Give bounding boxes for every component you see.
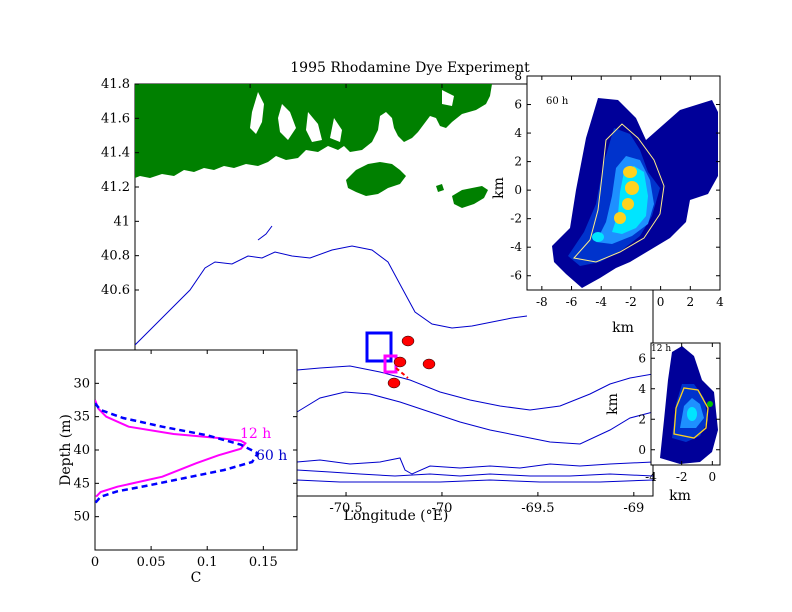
plume-12h-core xyxy=(687,407,697,421)
x-tick-label: -4 xyxy=(595,295,607,309)
depth-ylabel: Depth (m) xyxy=(58,414,74,486)
y-tick-label: 0 xyxy=(514,183,522,197)
y-tick-label: 0 xyxy=(638,443,646,457)
x-tick-label: 0.1 xyxy=(197,555,218,570)
inset-60h-y-ticks: 8 6 4 2 0 -2 -4 -6 xyxy=(510,69,720,283)
x-tick-label: -70.5 xyxy=(329,501,362,516)
series-60h-label: 60 h xyxy=(256,448,287,464)
y-tick-label: 40.6 xyxy=(101,283,130,298)
x-tick-label: 0.15 xyxy=(249,555,278,570)
x-tick-label: -4 xyxy=(645,470,657,484)
plume-60h-core-2 xyxy=(625,181,639,195)
y-tick-label: 41.4 xyxy=(101,146,130,161)
plume-60h-patch xyxy=(592,232,604,242)
plume-12h-contour xyxy=(673,387,709,439)
bay-3 xyxy=(306,112,322,142)
depth-x-ticks: 0 0.05 0.1 0.15 xyxy=(91,350,278,570)
x-tick-label: -70 xyxy=(431,501,452,516)
bay-1 xyxy=(250,92,264,134)
inset-60h: 60 h -8 -6 -4 -2 0 2 4 8 6 4 2 0 -2 -4 -6 km km xyxy=(491,69,724,336)
bay-4 xyxy=(330,118,342,142)
x-tick-label: -69 xyxy=(623,501,644,516)
series-12h-line xyxy=(95,399,247,498)
y-tick-label: 6 xyxy=(638,351,646,365)
plume-60h-core-4 xyxy=(614,212,626,224)
bay-5 xyxy=(442,90,454,106)
y-tick-label: 2 xyxy=(514,155,522,169)
y-tick-label: 4 xyxy=(514,126,522,140)
depth-y-ticks: 30 35 40 45 50 xyxy=(73,376,297,525)
inset-12h-label: 12 h xyxy=(651,344,671,354)
drift-track xyxy=(395,367,409,379)
x-tick-label: 0 xyxy=(709,470,717,484)
main-y-ticks: 41.8 41.6 41.4 41.2 41 40.8 40.6 xyxy=(101,77,653,298)
y-tick-label: 41.8 xyxy=(101,77,130,92)
x-tick-label: 0 xyxy=(91,555,99,570)
figure-title: 1995 Rhodamine Dye Experiment xyxy=(290,60,530,76)
inset-12h: 12 h -4 -2 0 6 4 2 0 km km xyxy=(605,342,721,504)
x-tick-label: -2 xyxy=(625,295,637,309)
inset-12h-ylabel: km xyxy=(605,393,621,415)
y-tick-label: -4 xyxy=(510,240,522,254)
isobath-mid xyxy=(296,391,653,445)
y-tick-label: 40 xyxy=(73,443,90,458)
plume-60h-core-1 xyxy=(623,166,637,178)
x-tick-label: 0.05 xyxy=(137,555,166,570)
x-tick-label: 2 xyxy=(686,295,694,309)
x-tick-label: -8 xyxy=(536,295,548,309)
y-tick-label: -2 xyxy=(510,212,522,226)
mooring-2 xyxy=(393,356,407,368)
mooring-4 xyxy=(387,377,401,389)
y-tick-label: 41 xyxy=(113,214,130,229)
mooring-1 xyxy=(401,335,415,347)
inset-12h-y-ticks: 6 4 2 0 xyxy=(638,351,720,457)
y-tick-label: -6 xyxy=(510,269,522,283)
mooring-3 xyxy=(422,358,436,370)
y-tick-label: 4 xyxy=(638,382,646,396)
inset-60h-ylabel: km xyxy=(491,177,507,199)
y-tick-label: 2 xyxy=(638,412,646,426)
isobath-deep-1 xyxy=(296,457,653,475)
isobath-shallow xyxy=(135,245,528,346)
bay-2 xyxy=(278,104,296,140)
y-tick-label: 8 xyxy=(514,69,522,83)
y-tick-label: 40.8 xyxy=(101,249,130,264)
isobath-deep-2 xyxy=(296,469,653,477)
inset-60h-x-ticks: -8 -6 -4 -2 0 2 4 xyxy=(536,76,724,309)
box-60h xyxy=(365,331,393,363)
y-tick-label: 30 xyxy=(73,376,90,391)
land-marthas-vineyard xyxy=(346,162,406,196)
plume-60h-core-3 xyxy=(622,198,634,210)
isobath-shelf xyxy=(296,365,653,411)
series-12h-label: 12 h xyxy=(240,426,271,442)
y-tick-label: 35 xyxy=(73,410,90,425)
inset-60h-xlabel: km xyxy=(612,320,634,336)
land-nantucket xyxy=(452,186,488,208)
inset-12h-x-ticks: -4 -2 0 xyxy=(645,343,716,484)
x-tick-label: -69.5 xyxy=(521,501,554,516)
isobath-deep-3 xyxy=(296,479,653,483)
coast-fragment xyxy=(257,225,273,241)
x-tick-label: -2 xyxy=(676,470,688,484)
depth-profile: 12 h 60 h 0 0.05 0.1 0.15 30 35 40 45 50 C Dept… xyxy=(58,349,298,586)
main-xlabel: Longitude (°E) xyxy=(344,508,449,524)
x-tick-label: 0 xyxy=(657,295,665,309)
y-tick-label: 50 xyxy=(73,510,90,525)
x-tick-label: -6 xyxy=(566,295,578,309)
y-tick-label: 41.6 xyxy=(101,111,130,126)
inset-12h-xlabel: km xyxy=(669,488,691,504)
y-tick-label: 41.2 xyxy=(101,180,130,195)
inset-60h-label: 60 h xyxy=(546,96,569,107)
y-tick-label: 6 xyxy=(514,98,522,112)
depth-profile-frame xyxy=(94,349,298,551)
depth-xlabel: C xyxy=(191,570,202,586)
land-island-small xyxy=(436,184,444,192)
x-tick-label: 4 xyxy=(716,295,724,309)
series-60h-line xyxy=(95,402,260,505)
y-tick-label: 45 xyxy=(73,476,90,491)
plume-60h-contour xyxy=(573,123,665,263)
plume-12h-spot xyxy=(707,401,713,407)
